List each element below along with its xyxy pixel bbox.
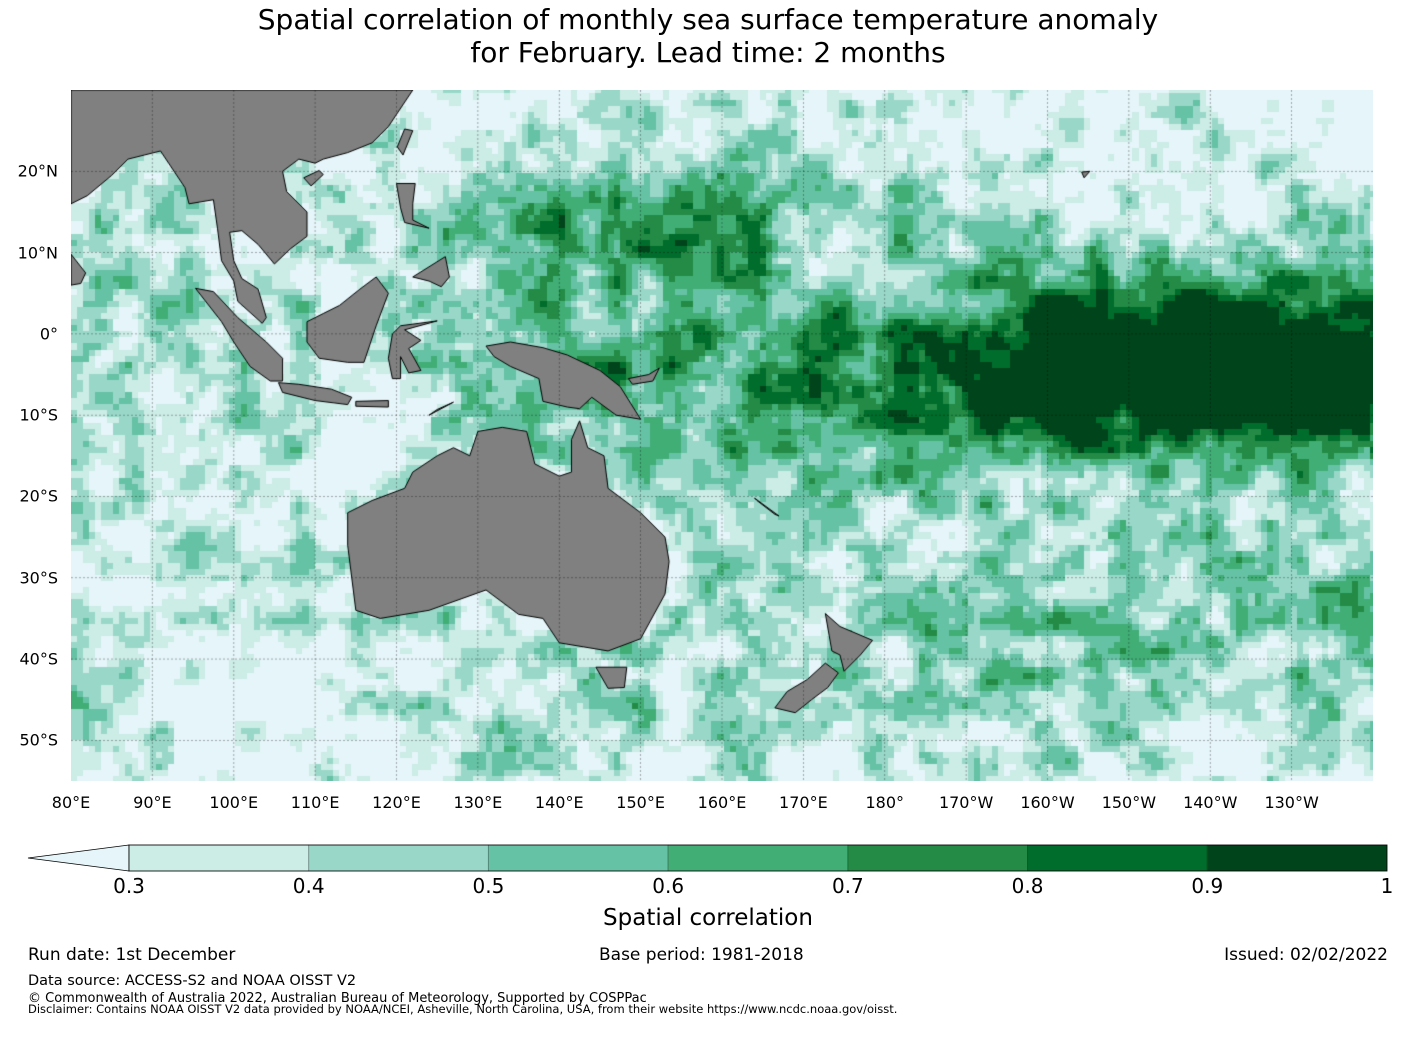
longitude-label: 150°E xyxy=(616,793,665,812)
data-source: Data source: ACCESS-S2 and NOAA OISST V2 xyxy=(28,973,357,989)
longitude-label: 160°W xyxy=(1020,793,1075,812)
longitude-label: 100°E xyxy=(209,793,259,812)
colorbar-segment xyxy=(308,844,489,872)
longitude-label: 90°E xyxy=(133,793,172,812)
colorbar-label: Spatial correlation xyxy=(603,905,813,931)
colorbar-tick-label: 0.3 xyxy=(113,874,145,898)
longitude-label: 130°W xyxy=(1264,793,1319,812)
colorbar-segment xyxy=(1027,844,1208,872)
colorbar-tick-label: 0.4 xyxy=(292,874,325,898)
latitude-label: 40°S xyxy=(19,649,58,669)
colorbar-segment xyxy=(487,844,669,872)
issued-date: Issued: 02/02/2022 xyxy=(1224,945,1388,965)
latitude-label: 10°S xyxy=(19,405,58,425)
longitude-label: 120°E xyxy=(372,793,421,812)
latitude-label: 20°S xyxy=(19,486,58,506)
base-period: Base period: 1981-2018 xyxy=(599,945,804,965)
run-date: Run date: 1st December xyxy=(28,945,236,965)
longitude-label: 180° xyxy=(865,793,905,812)
latitude-label: 20°N xyxy=(17,161,58,181)
figure-title-line-2: for February. Lead time: 2 months xyxy=(470,36,946,69)
correlation-map xyxy=(71,90,1373,781)
colorbar-tick-label: 0.6 xyxy=(652,874,685,898)
longitude-label: 160°E xyxy=(697,793,747,812)
figure-title-line-1: Spatial correlation of monthly sea surfa… xyxy=(257,3,1159,36)
colorbar-segment xyxy=(128,844,310,872)
disclaimer: Disclaimer: Contains NOAA OISST V2 data … xyxy=(28,1002,898,1016)
colorbar xyxy=(27,844,1388,872)
longitude-label: 150°W xyxy=(1101,793,1157,812)
colorbar-segment xyxy=(1206,844,1388,872)
colorbar-segment xyxy=(667,844,849,872)
colorbar-tick-label: 1 xyxy=(1380,874,1394,898)
longitude-label: 170°W xyxy=(938,793,994,812)
longitude-label: 130°E xyxy=(453,793,503,812)
colorbar-tick-label: 0.7 xyxy=(831,874,864,898)
latitude-label: 0° xyxy=(39,324,58,344)
colorbar-frame xyxy=(128,844,1388,872)
longitude-label: 140°W xyxy=(1183,793,1238,812)
colorbar-tick-label: 0.8 xyxy=(1011,874,1044,898)
latitude-label: 50°S xyxy=(19,730,58,750)
latitude-label: 30°S xyxy=(19,568,58,588)
longitude-label: 170°E xyxy=(779,793,828,812)
latitude-label: 10°N xyxy=(17,243,58,263)
longitude-label: 80°E xyxy=(51,793,91,812)
longitude-label: 110°E xyxy=(290,793,340,812)
colorbar-segment xyxy=(847,844,1029,872)
colorbar-tick-label: 0.9 xyxy=(1191,874,1224,898)
colorbar-tick-label: 0.5 xyxy=(472,874,505,898)
copyright: © Commonwealth of Australia 2022, Austra… xyxy=(28,991,647,1006)
colorbar-under-extension xyxy=(27,844,130,872)
longitude-label: 140°E xyxy=(534,793,584,812)
